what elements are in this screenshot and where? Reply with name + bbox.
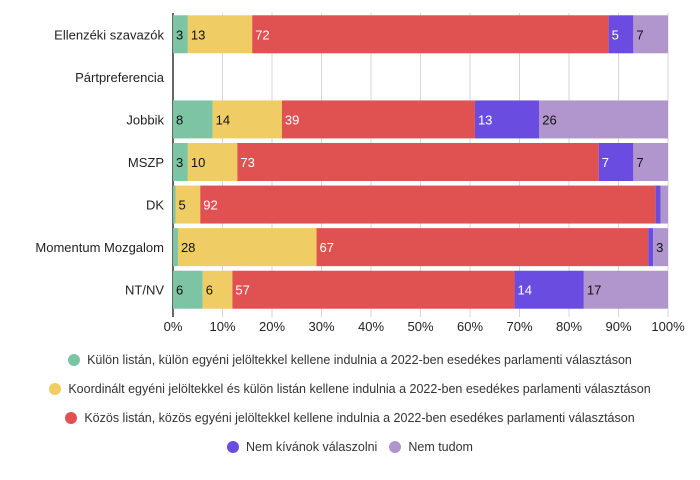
bar-segment [633, 143, 668, 181]
x-tick-label: 10% [209, 319, 235, 334]
x-tick-label: 80% [556, 319, 582, 334]
category-label: Pártpreferencia [75, 70, 165, 85]
data-label: 73 [240, 155, 254, 170]
category-label: Ellenzéki szavazók [54, 27, 164, 42]
data-label: 10 [191, 155, 205, 170]
data-label: 3 [656, 240, 663, 255]
data-label: 6 [176, 283, 183, 298]
bar-segment [648, 228, 654, 267]
legend-item-kulon[interactable]: Külön listán, külön egyéni jelöltekkel k… [68, 353, 632, 367]
bar-segment [583, 270, 668, 309]
data-label: 5 [178, 198, 185, 213]
bar-segment [237, 143, 599, 181]
x-tick-label: 0% [164, 319, 183, 334]
bar-segment [655, 185, 661, 224]
legend-row: Külön listán, külön egyéni jelöltekkel k… [0, 348, 700, 372]
legend-label: Nem kívánok válaszolni [246, 440, 378, 454]
data-label: 7 [636, 155, 643, 170]
legend-row: Közös listán, közös egyéni jelöltekkel k… [0, 406, 700, 430]
x-tick-label: 30% [308, 319, 334, 334]
legend-label: Nem tudom [408, 440, 473, 454]
bar-segment [173, 100, 213, 139]
data-label: 5 [612, 27, 619, 42]
data-label: 57 [235, 283, 249, 298]
data-label: 28 [181, 240, 195, 255]
legend-item-nem-valaszol[interactable]: Nem kívánok válaszolni [227, 440, 377, 454]
bar-segment [202, 270, 233, 309]
category-label: MSZP [128, 155, 164, 170]
bar-segment [539, 100, 668, 139]
legend-label: Közös listán, közös egyéni jelöltekkel k… [84, 411, 635, 425]
bar-segment [173, 185, 176, 224]
category-label: NT/NV [125, 283, 164, 298]
data-label: 7 [636, 27, 643, 42]
x-tick-label: 60% [457, 319, 483, 334]
bar-segment [608, 15, 634, 54]
bar-segment [653, 228, 668, 267]
bar-segment [200, 185, 656, 224]
data-label: 39 [285, 112, 299, 127]
legend-row: Nem kívánok válaszolni Nem tudom [0, 435, 700, 459]
x-tick-label: 50% [407, 319, 433, 334]
data-label: 14 [216, 112, 230, 127]
bar-segment [232, 270, 515, 309]
data-label: 3 [176, 155, 183, 170]
data-label: 26 [542, 112, 556, 127]
x-tick-label: 40% [358, 319, 384, 334]
data-label: 14 [518, 283, 532, 298]
bar-segment [187, 143, 238, 181]
bar-segment [177, 228, 317, 267]
bar-segment [187, 15, 253, 54]
bar-segment [173, 228, 178, 267]
x-tick-label: 100% [651, 319, 685, 334]
x-axis-ticks: 0% 10% 20% 30% 40% 50% 60% 70% 80% 90% 100% [164, 319, 685, 334]
category-labels: Ellenzéki szavazók Pártpreferencia Jobbik M… [35, 27, 164, 297]
legend-item-nem-tudom[interactable]: Nem tudom [389, 440, 473, 454]
x-tick-label: 90% [605, 319, 631, 334]
x-tick-label: 70% [506, 319, 532, 334]
legend-label: Külön listán, külön egyéni jelöltekkel k… [87, 353, 632, 367]
legend-marker [65, 412, 78, 424]
bar-segment [173, 15, 188, 54]
bar-segment [281, 100, 475, 139]
data-label: 7 [602, 155, 609, 170]
data-label: 92 [203, 198, 217, 213]
legend-marker [389, 441, 402, 453]
data-label: 67 [320, 240, 334, 255]
data-label: 17 [587, 283, 601, 298]
legend-label: Koordinált egyéni jelöltekkel és külön l… [68, 382, 651, 396]
bar-segment [474, 100, 540, 139]
category-label: DK [146, 198, 164, 213]
bar-segment [175, 185, 201, 224]
data-label: 13 [191, 27, 205, 42]
legend-marker [68, 354, 81, 366]
bar-segment [660, 185, 668, 224]
data-label: 3 [176, 27, 183, 42]
data-label: 8 [176, 112, 183, 127]
category-label: Jobbik [126, 112, 164, 127]
bar-segment [252, 15, 609, 54]
bar-segment [173, 270, 203, 309]
legend-marker [49, 383, 62, 395]
data-label: 6 [206, 283, 213, 298]
legend: Külön listán, külön egyéni jelöltekkel k… [0, 348, 700, 464]
legend-row: Koordinált egyéni jelöltekkel és külön l… [0, 377, 700, 401]
bar-segment [316, 228, 649, 267]
bar-segment [633, 15, 668, 54]
x-tick-label: 20% [259, 319, 285, 334]
legend-item-kozos[interactable]: Közös listán, közös egyéni jelöltekkel k… [65, 411, 635, 425]
bar-segment [212, 100, 282, 139]
data-label: 72 [255, 27, 269, 42]
legend-item-koordinalt[interactable]: Koordinált egyéni jelöltekkel és külön l… [49, 382, 651, 396]
data-label: 13 [478, 112, 492, 127]
bar-segment [598, 143, 634, 181]
bar-segment [514, 270, 584, 309]
bar-segment [173, 143, 188, 181]
category-label: Momentum Mozgalom [35, 240, 164, 255]
legend-marker [227, 441, 240, 453]
